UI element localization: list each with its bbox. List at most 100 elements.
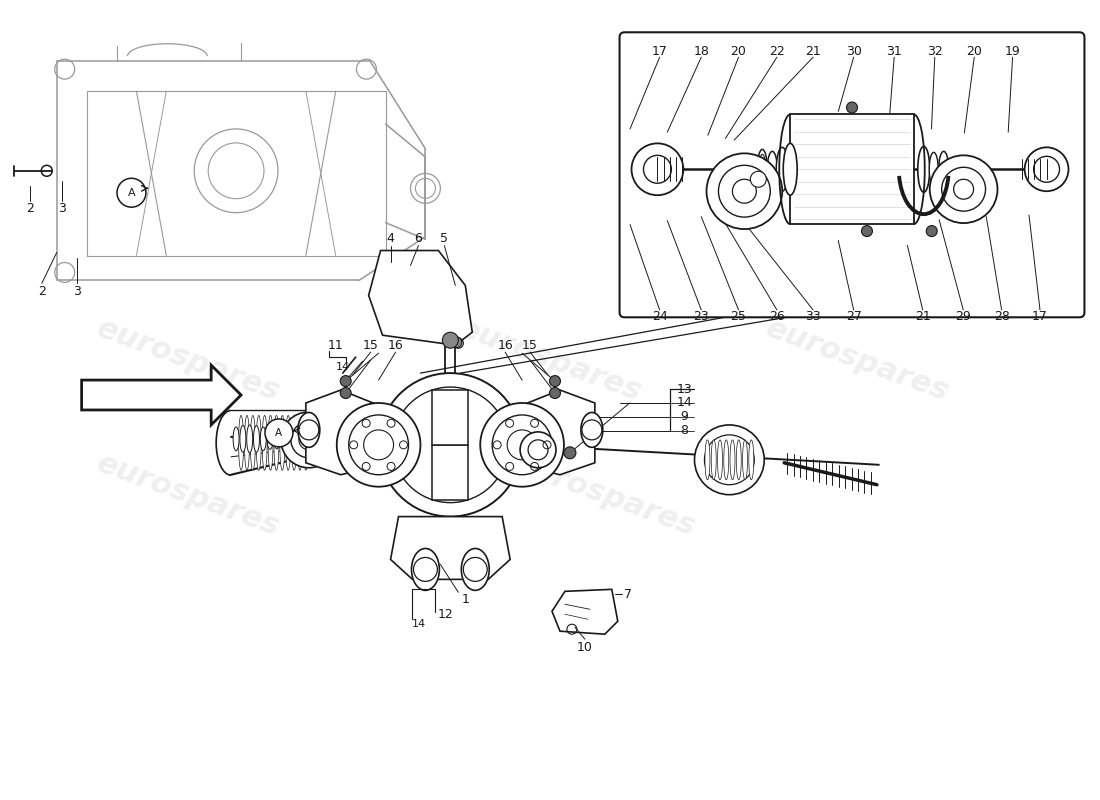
Ellipse shape <box>280 428 287 450</box>
Polygon shape <box>552 590 618 634</box>
Ellipse shape <box>298 413 320 447</box>
Circle shape <box>117 178 146 207</box>
Text: 16: 16 <box>387 338 404 352</box>
Text: 3: 3 <box>73 285 80 298</box>
Ellipse shape <box>304 415 308 470</box>
Text: 6: 6 <box>415 232 422 245</box>
Text: 27: 27 <box>846 310 861 322</box>
Ellipse shape <box>286 415 290 470</box>
Ellipse shape <box>267 429 273 450</box>
Circle shape <box>1034 156 1059 182</box>
Text: 23: 23 <box>693 310 710 322</box>
Circle shape <box>750 171 767 187</box>
Ellipse shape <box>268 415 273 470</box>
Circle shape <box>337 403 420 486</box>
Text: 20: 20 <box>966 45 982 58</box>
Ellipse shape <box>730 440 735 480</box>
Circle shape <box>528 440 548 460</box>
Ellipse shape <box>253 426 260 452</box>
Text: 17: 17 <box>1032 310 1048 322</box>
Text: 12: 12 <box>438 608 453 621</box>
Circle shape <box>694 425 764 494</box>
Text: 30: 30 <box>846 45 861 58</box>
Circle shape <box>1024 147 1068 191</box>
Ellipse shape <box>783 143 798 195</box>
Circle shape <box>704 435 755 485</box>
Text: 28: 28 <box>993 310 1010 322</box>
Circle shape <box>290 422 327 458</box>
Circle shape <box>481 403 564 486</box>
Text: 3: 3 <box>58 202 66 215</box>
Text: 20: 20 <box>730 45 747 58</box>
Ellipse shape <box>461 549 490 590</box>
Ellipse shape <box>274 429 279 449</box>
Text: A: A <box>275 428 283 438</box>
Circle shape <box>926 226 937 237</box>
Ellipse shape <box>742 440 748 480</box>
Ellipse shape <box>240 426 246 452</box>
Text: 19: 19 <box>1004 45 1021 58</box>
Circle shape <box>550 387 561 398</box>
Circle shape <box>644 155 671 183</box>
Text: 16: 16 <box>497 338 513 352</box>
Ellipse shape <box>287 426 294 451</box>
Ellipse shape <box>251 415 255 470</box>
Circle shape <box>631 143 683 195</box>
Text: 25: 25 <box>730 310 747 322</box>
Text: A: A <box>128 188 135 198</box>
Circle shape <box>299 420 319 440</box>
Ellipse shape <box>262 415 267 470</box>
Text: 7: 7 <box>624 588 631 601</box>
Circle shape <box>861 226 872 237</box>
Circle shape <box>930 155 998 223</box>
Ellipse shape <box>757 150 768 190</box>
Ellipse shape <box>917 146 930 192</box>
Circle shape <box>280 412 337 468</box>
Circle shape <box>393 387 508 502</box>
Circle shape <box>706 154 782 229</box>
Circle shape <box>340 375 351 386</box>
Ellipse shape <box>930 152 938 186</box>
Text: 32: 32 <box>927 45 943 58</box>
Polygon shape <box>368 250 472 345</box>
Ellipse shape <box>274 415 279 470</box>
Polygon shape <box>81 365 241 425</box>
Text: 1: 1 <box>461 593 470 606</box>
Circle shape <box>340 387 351 398</box>
Circle shape <box>378 373 522 517</box>
Text: 8: 8 <box>681 424 689 438</box>
Circle shape <box>847 102 858 113</box>
Text: 26: 26 <box>769 310 784 322</box>
Ellipse shape <box>717 440 723 480</box>
Text: 17: 17 <box>651 45 668 58</box>
Ellipse shape <box>246 425 253 453</box>
Circle shape <box>520 432 556 468</box>
Ellipse shape <box>295 426 300 453</box>
Text: 2: 2 <box>37 285 46 298</box>
Ellipse shape <box>308 426 314 452</box>
Ellipse shape <box>239 415 243 470</box>
Polygon shape <box>510 390 595 474</box>
Circle shape <box>564 447 576 458</box>
FancyBboxPatch shape <box>619 32 1085 318</box>
Circle shape <box>942 167 986 211</box>
Text: 4: 4 <box>386 232 395 245</box>
Bar <box>432 445 469 500</box>
Text: 13: 13 <box>676 382 692 395</box>
Text: 29: 29 <box>956 310 971 322</box>
Circle shape <box>265 419 293 447</box>
Ellipse shape <box>724 440 728 480</box>
Circle shape <box>718 166 770 217</box>
Text: 24: 24 <box>651 310 668 322</box>
Ellipse shape <box>261 427 266 450</box>
Text: 33: 33 <box>805 310 821 322</box>
Text: 15: 15 <box>522 338 538 352</box>
Circle shape <box>299 430 319 450</box>
Ellipse shape <box>759 154 766 184</box>
Circle shape <box>349 415 408 474</box>
Polygon shape <box>390 517 510 579</box>
Text: 22: 22 <box>769 45 784 58</box>
Ellipse shape <box>233 427 239 451</box>
Text: 10: 10 <box>576 641 593 654</box>
Text: 21: 21 <box>915 310 931 322</box>
